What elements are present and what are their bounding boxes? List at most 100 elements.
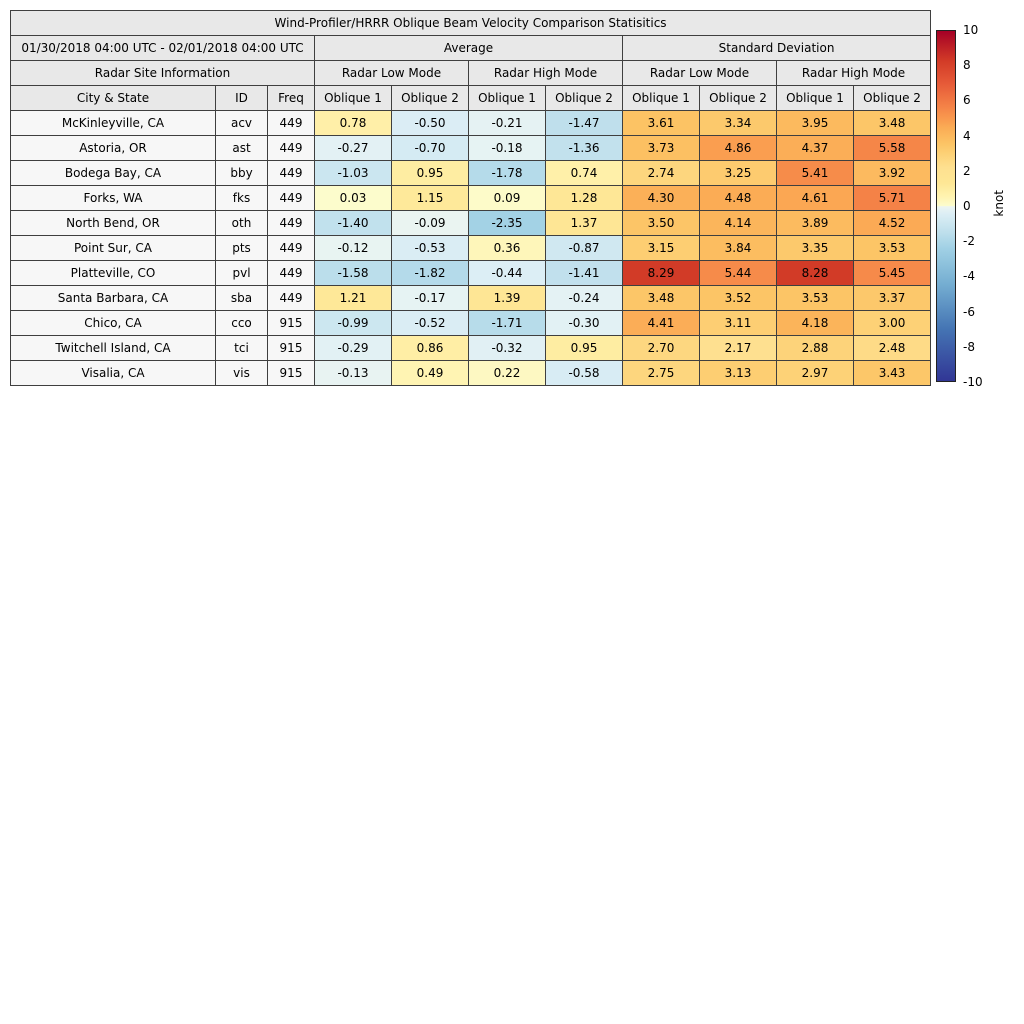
cell-value: 0.86: [391, 335, 469, 361]
table-row: Point Sur, CA pts 449 -0.12 -0.53 0.36 -0.87 3.…: [10, 235, 932, 261]
cell-value: -1.78: [468, 160, 546, 186]
colorbar-tick-label: 10: [963, 23, 979, 37]
colorbar-tick-label: -2: [963, 234, 975, 249]
cell-freq: 915: [267, 310, 315, 336]
cell-value: -1.36: [545, 135, 623, 161]
cell-value: 0.49: [391, 360, 469, 386]
avg-low-mode-header: Radar Low Mode: [314, 60, 469, 86]
cell-value: 3.73: [622, 135, 700, 161]
cell-value: 3.50: [622, 210, 700, 236]
cell-value: 3.00: [852, 310, 932, 336]
colorbar-tick-label: 2: [963, 163, 971, 178]
cell-value: 3.92: [852, 160, 932, 186]
cell-value: -0.50: [391, 110, 469, 136]
cell-value: 4.86: [699, 135, 777, 161]
cell-value: 3.37: [852, 285, 932, 311]
cell-value: -0.87: [545, 235, 623, 261]
cell-city: Astoria, OR: [10, 135, 216, 161]
title-row: Wind-Profiler/HRRR Oblique Beam Velocity…: [9, 10, 932, 36]
cell-value: 2.17: [699, 335, 777, 361]
cell-value: 2.70: [622, 335, 700, 361]
cell-freq: 915: [267, 360, 315, 386]
cell-value: 4.14: [699, 210, 777, 236]
cell-value: -0.24: [545, 285, 623, 311]
table-row: McKinleyville, CA acv 449 0.78 -0.50 -0.21 -1.…: [10, 110, 932, 136]
cell-freq: 449: [267, 210, 315, 236]
cell-value: -0.30: [545, 310, 623, 336]
cell-value: -0.70: [391, 135, 469, 161]
colorbar-tick-label: 0: [963, 199, 971, 213]
cell-value: 3.34: [699, 110, 777, 136]
cell-value: 1.37: [545, 210, 623, 236]
cell-value: 3.13: [699, 360, 777, 386]
cell-value: -0.13: [314, 360, 392, 386]
stats-table: Wind-Profiler/HRRR Oblique Beam Velocity…: [9, 10, 932, 386]
cell-value: 2.97: [776, 360, 854, 386]
table-row: Forks, WA fks 449 0.03 1.15 0.09 1.28 4.30 4.48 4…: [10, 185, 932, 211]
cell-id: sba: [215, 285, 268, 311]
cell-value: 4.48: [699, 185, 777, 211]
cell-city: Visalia, CA: [10, 360, 216, 386]
city-state-header: City & State: [10, 85, 216, 111]
cell-id: vis: [215, 360, 268, 386]
colorbar-gradient: [936, 30, 956, 382]
cell-value: -0.44: [468, 260, 546, 286]
cell-value: 5.58: [852, 135, 932, 161]
cell-value: -1.82: [391, 260, 469, 286]
avg-low-oblique2-header: Oblique 2: [391, 85, 469, 111]
table-row: Santa Barbara, CA sba 449 1.21 -0.17 1.39 -0.2…: [10, 285, 932, 311]
cell-value: 8.28: [776, 260, 854, 286]
freq-header: Freq: [267, 85, 315, 111]
cell-value: 2.48: [852, 335, 932, 361]
cell-value: -0.09: [391, 210, 469, 236]
std-low-oblique2-header: Oblique 2: [699, 85, 777, 111]
table-row: North Bend, OR oth 449 -1.40 -0.09 -2.35 1.37 3…: [10, 210, 932, 236]
cell-value: -0.12: [314, 235, 392, 261]
cell-id: acv: [215, 110, 268, 136]
std-low-oblique1-header: Oblique 1: [622, 85, 700, 111]
colorbar-tick-label: 4: [963, 128, 971, 143]
colorbar-tick-label: 6: [963, 93, 971, 108]
cell-freq: 915: [267, 335, 315, 361]
cell-value: 0.22: [468, 360, 546, 386]
std-high-oblique2-header: Oblique 2: [852, 85, 932, 111]
cell-value: 4.18: [776, 310, 854, 336]
std-group-header: Standard Deviation: [621, 35, 932, 61]
std-high-oblique1-header: Oblique 1: [776, 85, 854, 111]
avg-low-oblique1-header: Oblique 1: [314, 85, 392, 111]
cell-value: 4.52: [852, 210, 932, 236]
cell-value: -0.29: [314, 335, 392, 361]
cell-freq: 449: [267, 260, 315, 286]
cell-value: 3.52: [699, 285, 777, 311]
avg-high-oblique1-header: Oblique 1: [468, 85, 546, 111]
cell-value: -0.18: [468, 135, 546, 161]
table-row: Chico, CA cco 915 -0.99 -0.52 -1.71 -0.30 4.41 3…: [10, 310, 932, 336]
cell-value: 0.36: [468, 235, 546, 261]
cell-freq: 449: [267, 185, 315, 211]
cell-city: Forks, WA: [10, 185, 216, 211]
table-row: Platteville, CO pvl 449 -1.58 -1.82 -0.44 -1.4…: [10, 260, 932, 286]
cell-value: -0.17: [391, 285, 469, 311]
cell-city: Bodega Bay, CA: [10, 160, 216, 186]
cell-value: 5.71: [852, 185, 932, 211]
std-low-mode-header: Radar Low Mode: [622, 60, 777, 86]
cell-value: 3.48: [852, 110, 932, 136]
average-group-header: Average: [314, 35, 623, 61]
cell-city: North Bend, OR: [10, 210, 216, 236]
colorbar-tick-label: 8: [963, 58, 971, 73]
cell-value: 3.61: [622, 110, 700, 136]
cell-value: 3.15: [622, 235, 700, 261]
cell-value: -0.27: [314, 135, 392, 161]
cell-value: 3.48: [622, 285, 700, 311]
cell-value: 3.89: [776, 210, 854, 236]
cell-freq: 449: [267, 285, 315, 311]
cell-city: Platteville, CO: [10, 260, 216, 286]
cell-value: 3.25: [699, 160, 777, 186]
cell-value: 2.75: [622, 360, 700, 386]
cell-freq: 449: [267, 160, 315, 186]
cell-value: 2.88: [776, 335, 854, 361]
cell-value: -1.41: [545, 260, 623, 286]
cell-freq: 449: [267, 135, 315, 161]
cell-freq: 449: [267, 110, 315, 136]
